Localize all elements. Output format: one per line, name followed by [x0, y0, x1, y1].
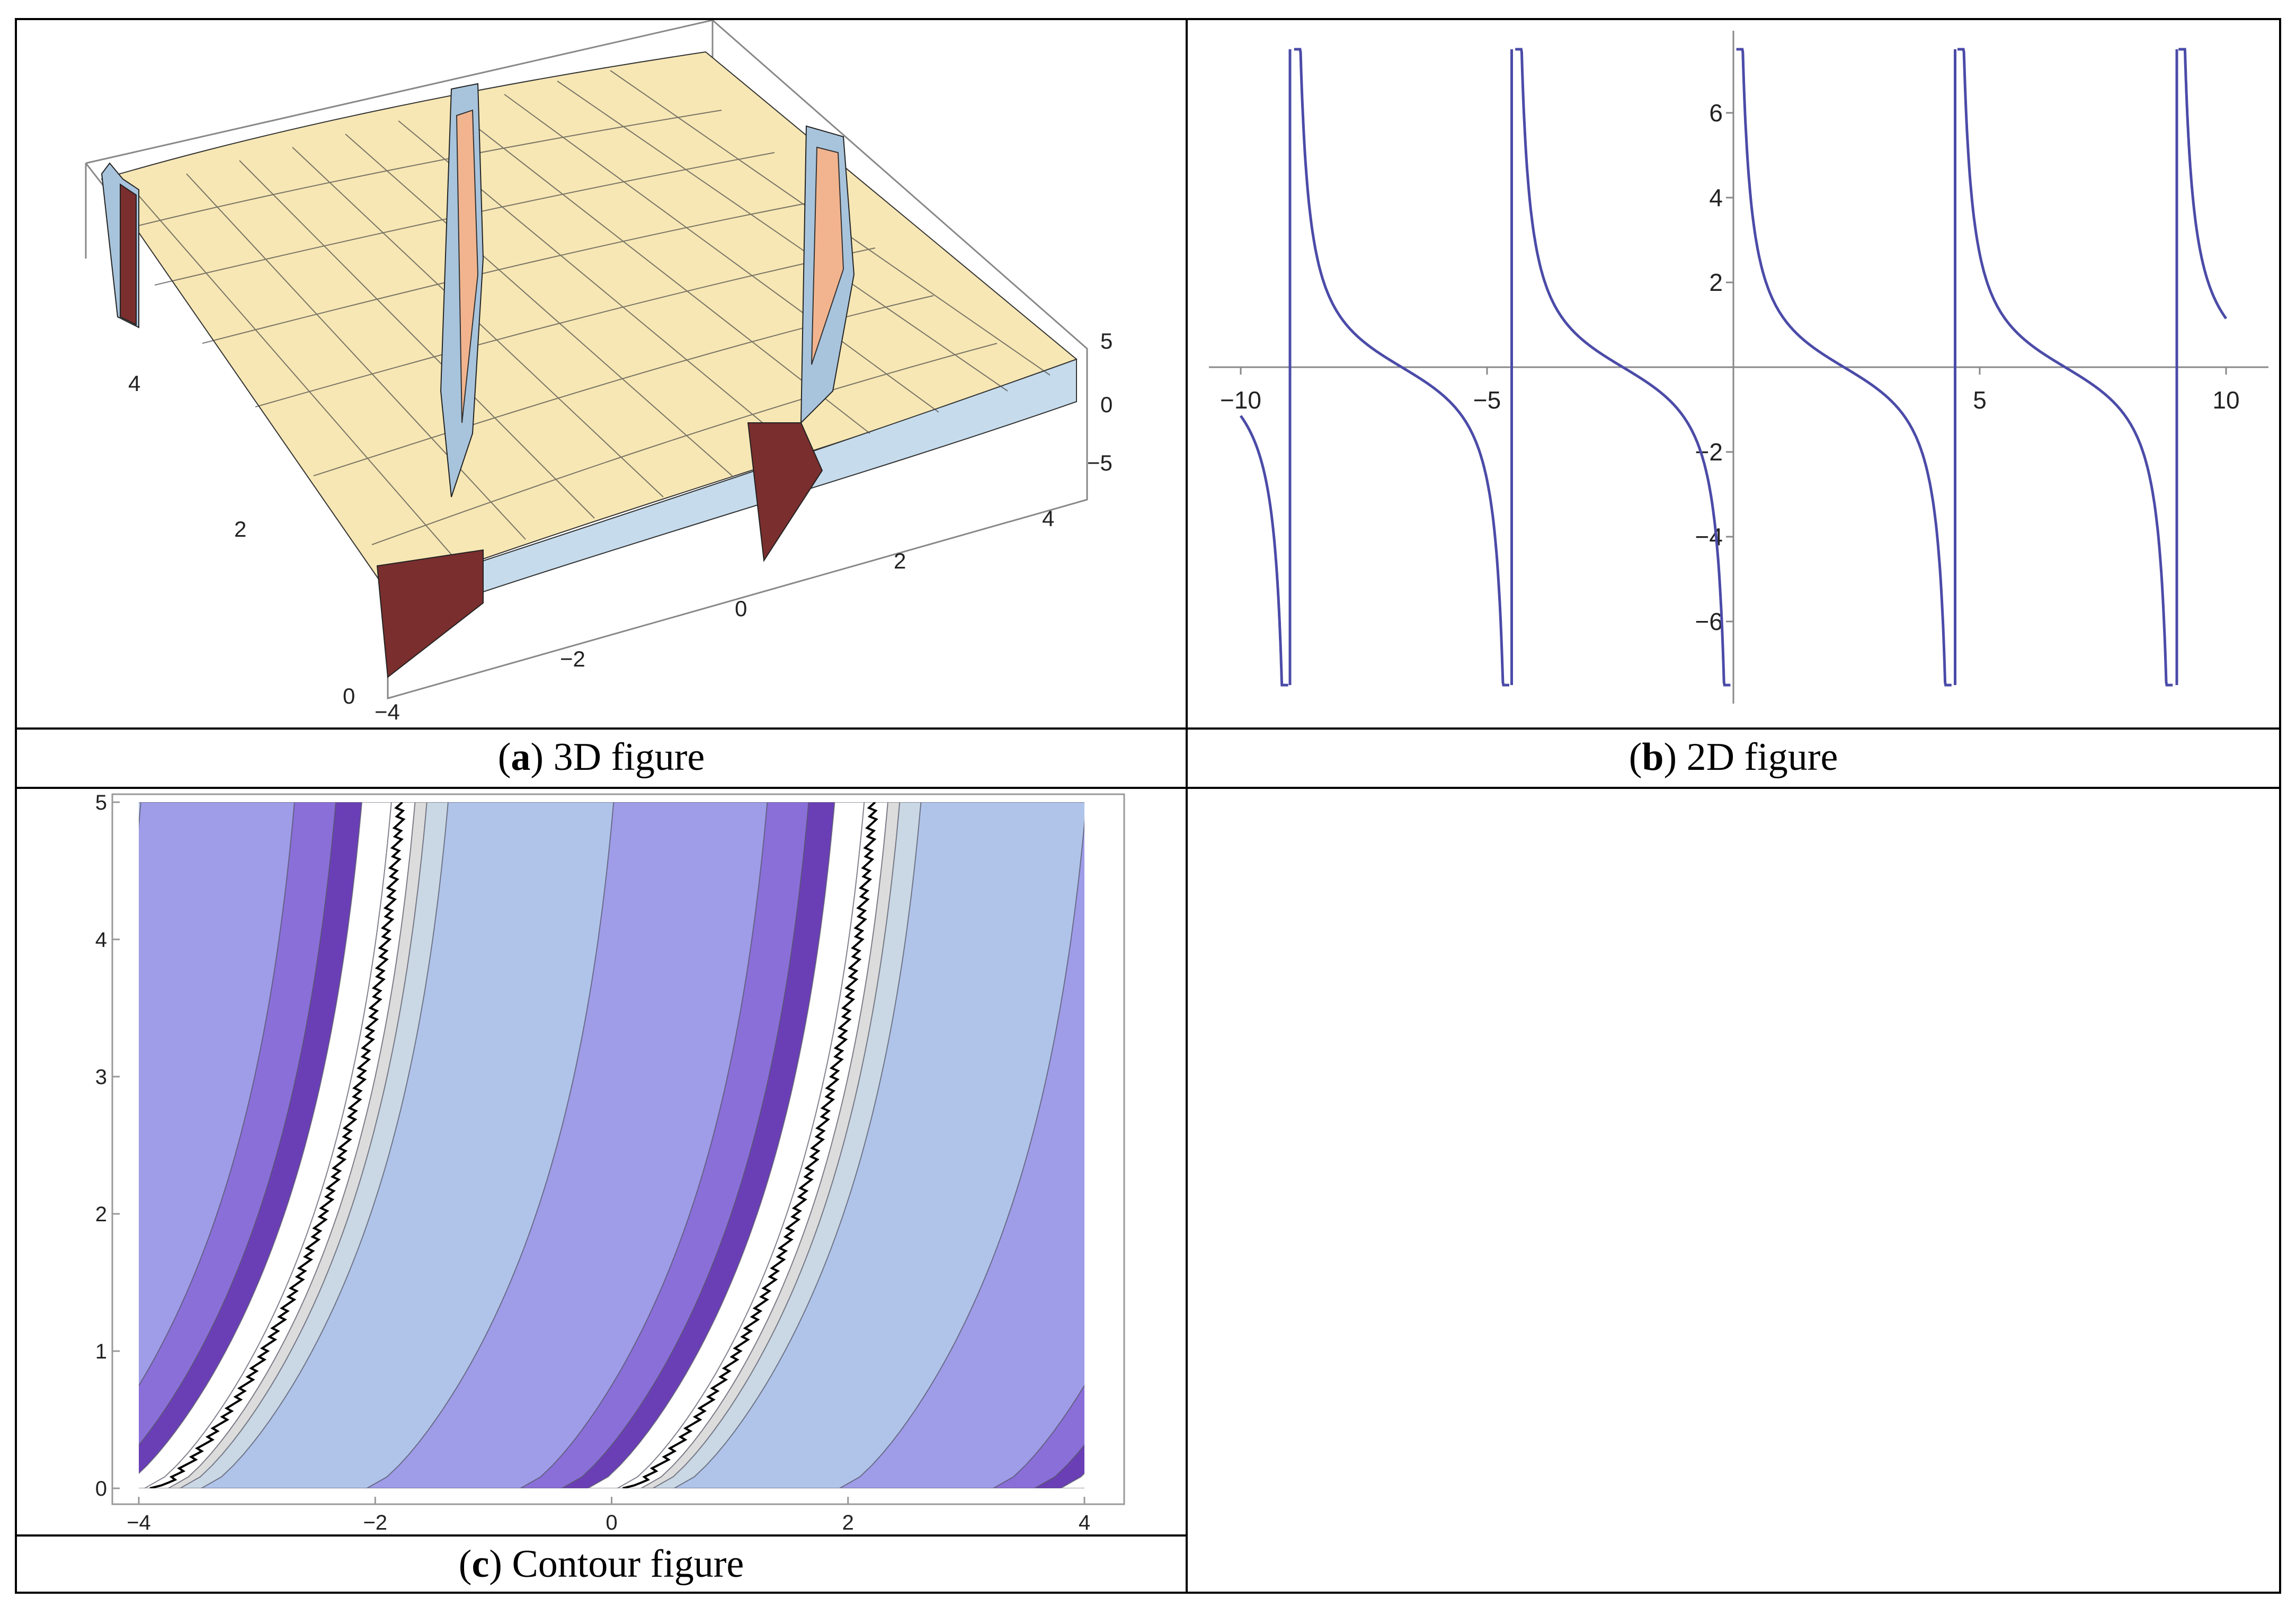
y-tick-label: 3 [95, 1066, 107, 1089]
y-tick-label: 4 [95, 928, 107, 952]
contour-singular-line [149, 802, 406, 1488]
x-tick-label: 4 [1079, 1511, 1090, 1534]
x-tick-label: −2 [560, 646, 585, 671]
series-line [1736, 48, 1952, 687]
surface-plot-3d: 5 0 −5 0 2 4 −4 −2 0 2 4 [85, 20, 1113, 724]
contour-band-deep [1034, 1444, 1084, 1488]
x-tick-label: 2 [842, 1511, 854, 1534]
series-line [1515, 48, 1731, 687]
y-tick-label: −2 [1695, 438, 1723, 466]
caption-text: 2D figure [1686, 735, 1838, 779]
figure-table [15, 18, 2281, 1594]
z-tick-label: −5 [1087, 450, 1113, 475]
series-line [1957, 48, 2173, 687]
y-tick-label: 4 [1709, 184, 1723, 211]
z-tick-label: 0 [1100, 392, 1113, 417]
caption-c: (c) Contour figure [458, 1542, 744, 1586]
y-axis-ticks: 0 2 4 [128, 371, 355, 708]
z-tick-label: 5 [1100, 328, 1113, 353]
contour-bands [139, 802, 1084, 1488]
caption-letter: b [1642, 735, 1664, 779]
y-tick-label: 2 [1709, 269, 1723, 296]
caption-text: 3D figure [553, 735, 705, 779]
x-tick-label: 4 [1042, 506, 1054, 531]
contour-band-dark [992, 1384, 1084, 1488]
y-tick-label: 1 [95, 1340, 107, 1363]
y-tick-label: 5 [95, 791, 107, 814]
caption-b: (b) 2D figure [1628, 735, 1838, 779]
x-tick-label: −5 [1473, 386, 1501, 414]
y-tick-label: −4 [1695, 523, 1723, 551]
x-tick-label: −4 [375, 699, 400, 724]
x-tick-label: −2 [363, 1511, 387, 1534]
surface-cliffs [101, 83, 855, 678]
table-divider-vertical [1186, 18, 1188, 1594]
caption-a: (a) 3D figure [497, 735, 705, 779]
contour-plot: −4 −2 0 2 4 0 1 2 3 4 5 [95, 791, 1125, 1534]
x-tick-label: −10 [1220, 386, 1261, 414]
table-divider-row2-bottom [15, 1534, 1188, 1537]
y-tick-label: 4 [128, 371, 140, 396]
y-tick-label: 6 [1709, 99, 1723, 127]
y-tick-label: −6 [1695, 608, 1723, 635]
x-tick-label: 5 [1973, 386, 1987, 414]
series-line [2178, 48, 2228, 319]
y-tick-label: 0 [343, 683, 355, 708]
x-tick-label: 2 [894, 548, 906, 573]
x-tick-label: 0 [606, 1511, 617, 1534]
caption-letter: c [471, 1542, 490, 1586]
caption-letter: a [511, 735, 531, 779]
contour-band-mid [839, 819, 1084, 1488]
y-tick-label: 0 [95, 1477, 107, 1501]
line-plot-2d: −10 −5 5 10 6 4 2 −2 −4 −6 [1209, 31, 2268, 704]
x-tick-label: 0 [735, 596, 747, 621]
table-divider-row1-bottom [15, 727, 2281, 730]
surface-mesh [101, 51, 1078, 625]
y-tick-label: 2 [234, 517, 246, 541]
caption-text: Contour figure [512, 1542, 744, 1586]
x-axis-ticks: −4 −2 0 2 4 [375, 506, 1054, 724]
series-line [1239, 415, 1288, 687]
x-tick-label: −4 [127, 1511, 151, 1534]
table-divider-caption-a [15, 787, 2281, 789]
contour-frame [111, 793, 1125, 1505]
series-line [1294, 48, 1509, 687]
contour-singular-line [622, 802, 878, 1488]
contour-band-light [139, 802, 141, 830]
z-axis-ticks: 5 0 −5 [1087, 328, 1113, 475]
y-tick-label: 2 [95, 1203, 107, 1226]
x-tick-label: 10 [2212, 386, 2239, 414]
contour-band-white-edge [1060, 1472, 1084, 1488]
